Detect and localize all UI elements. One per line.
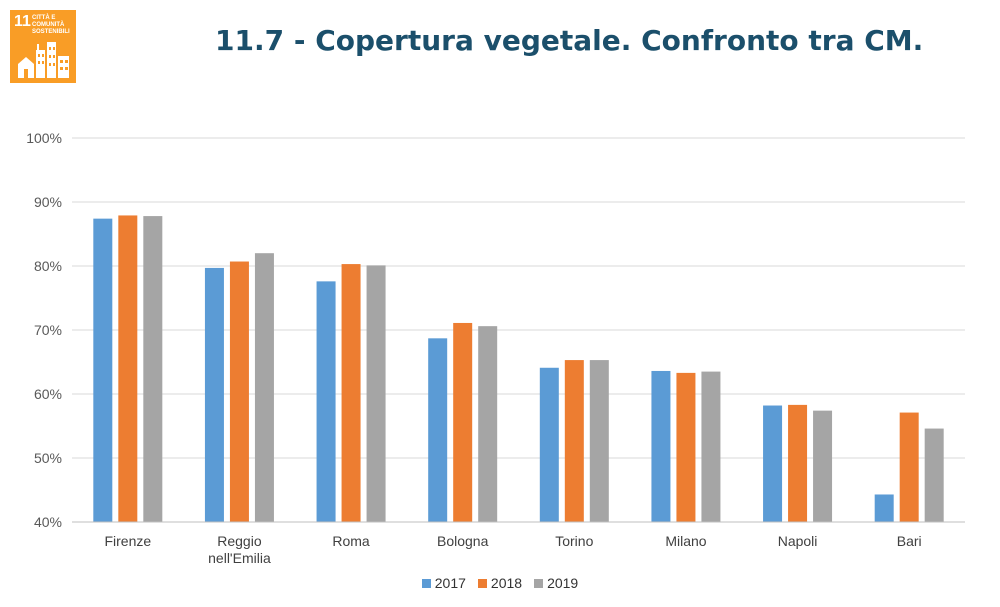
logo-text-line2: SOSTENIBILI [32,29,70,35]
legend-swatch [534,578,544,588]
bar-2017 [316,281,336,522]
city-buildings-icon [18,42,69,78]
legend-item-2018: 2018 [477,575,523,591]
bar-chart: 40% 50% 60% 70% 80% 90% 100% Firenze Reggio nell… [26,130,965,566]
legend-swatch [477,578,487,588]
y-tick-label: 100% [26,130,62,146]
bar-2017 [93,218,113,522]
x-tick-label: Torino [555,533,593,549]
bar-2018 [118,215,138,522]
x-tick-label: Reggio nell'Emilia [208,533,271,566]
bar-2017 [539,367,559,522]
legend-swatch [421,578,431,588]
bar-2017 [204,267,224,522]
bar-2018 [676,372,696,522]
legend-label: 2017 [434,575,466,591]
bar-2019 [478,326,498,522]
bar-2018 [899,412,919,522]
y-tick-label: 80% [34,258,62,274]
bars [93,215,944,522]
legend-label: 2019 [547,575,579,591]
bar-2019 [254,253,274,522]
bar-2018 [788,404,808,522]
x-axis-labels: Firenze Reggio nell'Emilia Roma Bologna Torin… [104,533,921,566]
bar-2018 [341,264,361,522]
x-tick-label: Bari [897,533,922,549]
page-title: 11.7 - Copertura vegetale. Confronto tra… [215,24,924,57]
bar-2018 [229,261,249,522]
legend-item-2017: 2017 [421,575,466,591]
bar-2019 [813,410,833,522]
x-tick-label: Firenze [104,533,151,549]
bar-2017 [651,370,671,522]
logo-text-line1: CITTÀ E COMUNITÀ [32,15,65,28]
legend-item-2019: 2019 [534,575,578,591]
bar-2019 [143,216,163,522]
x-tick-label: Napoli [778,533,818,549]
logo-text: CITTÀ E COMUNITÀ SOSTENIBILI [32,15,74,36]
y-tick-label: 40% [34,514,62,530]
bar-2019 [366,265,386,522]
y-tick-label: 90% [34,194,62,210]
bar-2018 [453,322,473,522]
bar-2017 [874,494,894,522]
x-tick-label: Bologna [437,533,489,549]
x-tick-label: Milano [665,533,706,549]
bar-2019 [589,360,609,522]
legend-label: 2018 [490,575,523,591]
bar-2017 [763,405,783,522]
bar-2019 [924,428,944,522]
y-tick-label: 70% [34,322,62,338]
logo-number: 11 [14,13,31,30]
bar-2019 [701,371,721,522]
legend: 2017 2018 2019 [0,575,1000,591]
y-tick-label: 60% [34,386,62,402]
sdg-11-logo: 11 CITTÀ E COMUNITÀ SOSTENIBILI [10,10,76,83]
y-tick-label: 50% [34,450,62,466]
bar-2017 [428,338,448,522]
x-tick-label: Roma [332,533,370,549]
y-axis-ticks: 40% 50% 60% 70% 80% 90% 100% [26,130,62,530]
bar-2018 [564,360,584,522]
